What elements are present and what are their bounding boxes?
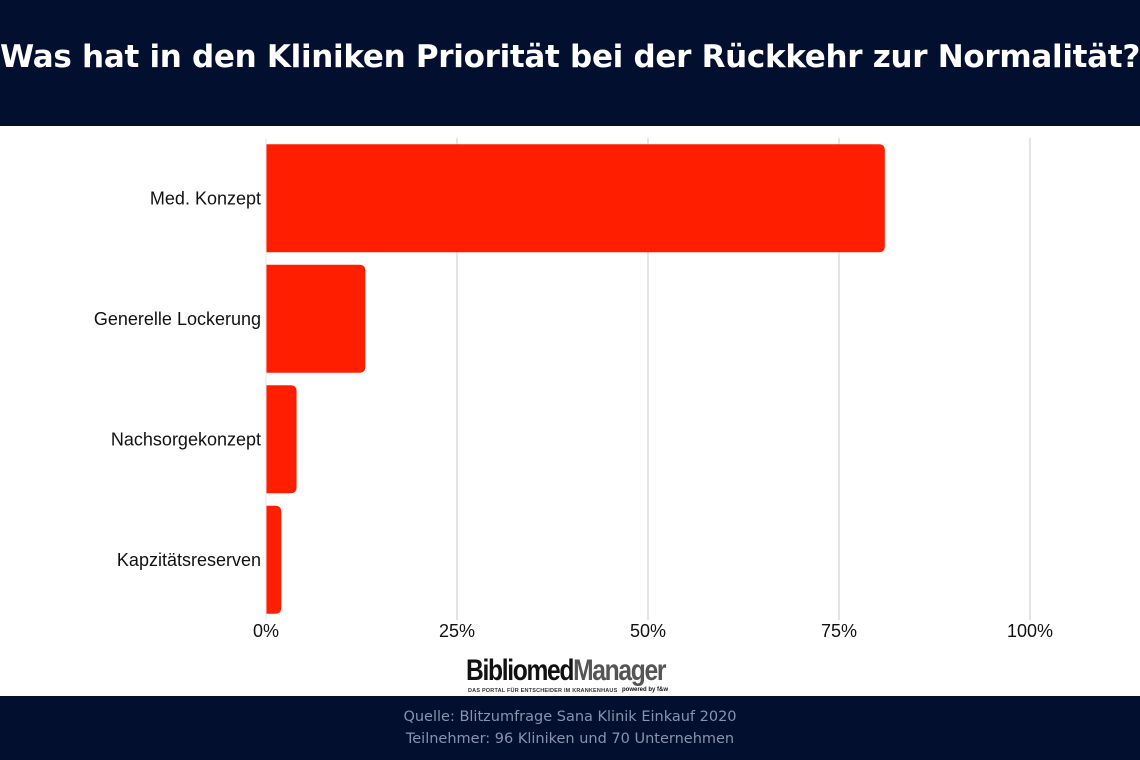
source-note: Quelle: Blitzumfrage Sana Klinik Einkauf… — [403, 709, 737, 725]
logo-tagline: DAS PORTAL FÜR ENTSCHEIDER IM KRANKENHAU… — [468, 688, 618, 694]
logo-name-part2: Manager — [573, 654, 666, 687]
logo-powered-by: powered by f&w — [622, 687, 669, 693]
tick-label: 0% — [253, 621, 279, 641]
bar — [266, 264, 366, 373]
tick-label: 75% — [821, 621, 857, 641]
header-banner: Was hat in den Kliniken Priorität bei de… — [0, 0, 1140, 126]
tick-label: 100% — [1007, 621, 1053, 641]
logo-name-part1: Bibliomed — [466, 654, 574, 687]
bibliomed-manager-logo: BibliomedManager DAS PORTAL FÜR ENTSCHEI… — [466, 654, 676, 696]
bar-chart: Med. Konzept Generelle Lockerung Nachsorge… — [94, 138, 1053, 641]
tick-label: 50% — [630, 621, 666, 641]
tick-label: 25% — [439, 621, 475, 641]
category-label: Nachsorgekonzept — [111, 429, 261, 449]
bar — [266, 385, 297, 494]
bar — [266, 505, 282, 614]
category-label: Generelle Lockerung — [94, 309, 261, 329]
footer-banner: Quelle: Blitzumfrage Sana Klinik Einkauf… — [0, 696, 1140, 760]
logo-wordmark: BibliomedManager — [466, 654, 666, 688]
category-label: Med. Konzept — [150, 188, 261, 208]
bar — [266, 144, 885, 253]
chart-title: Was hat in den Kliniken Priorität bei de… — [0, 39, 1140, 75]
category-label: Kapzitätsreserven — [117, 550, 261, 570]
participants-note: Teilnehmer: 96 Kliniken und 70 Unternehm… — [405, 731, 735, 747]
